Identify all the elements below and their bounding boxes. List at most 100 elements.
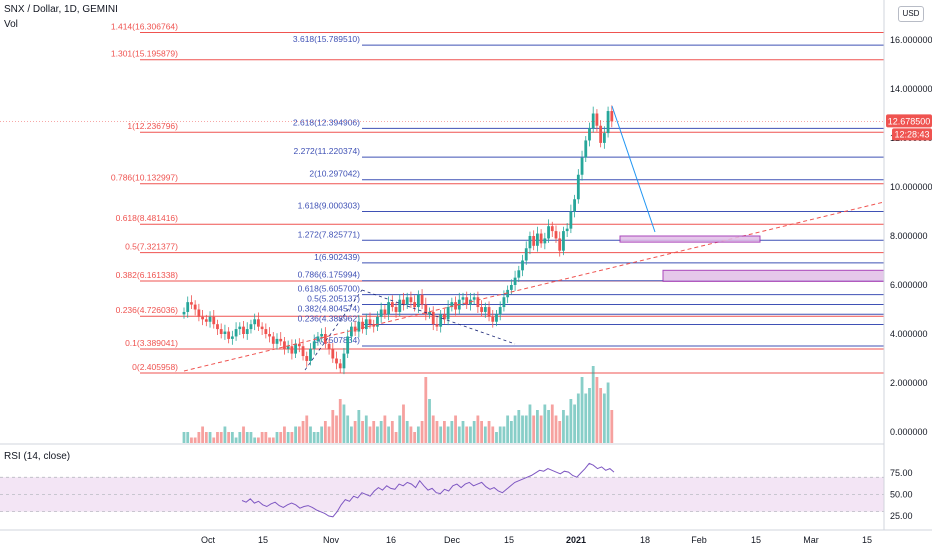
x-tick-label: 15: [862, 535, 872, 545]
candle-body: [591, 113, 595, 129]
candle-body: [402, 299, 405, 305]
volume-bar: [584, 393, 588, 443]
fib-extension-label: 2.272(11.220374): [294, 146, 361, 156]
fib-retracement-label: 0.5(7.321377): [125, 242, 178, 252]
volume-bar: [212, 437, 216, 443]
volume-bar: [413, 432, 417, 443]
rsi-y-tick-label: 75.00: [890, 468, 913, 478]
candle-body: [394, 307, 398, 312]
candle-body: [283, 341, 286, 349]
x-tick-label: 18: [640, 535, 650, 545]
volume-bar: [368, 426, 372, 443]
fib-retracement-label: 0.382(6.161338): [116, 270, 179, 280]
y-tick-label: 10.000000: [890, 182, 932, 192]
candle-body: [584, 140, 588, 158]
volume-bar: [506, 415, 510, 443]
y-tick-label: 2.000000: [890, 378, 928, 388]
candle-body: [234, 329, 238, 337]
volume-bar: [465, 426, 469, 443]
x-tick-label: 15: [504, 535, 514, 545]
candle-body: [487, 307, 491, 317]
candle-body: [331, 348, 335, 359]
volume-bar: [528, 404, 532, 443]
candle-body: [290, 346, 294, 354]
volume-bar: [513, 415, 517, 443]
candle-body: [257, 319, 260, 327]
candle-body: [208, 316, 212, 322]
volume-bar: [402, 404, 405, 443]
volume-bar: [234, 437, 238, 443]
volume-bar: [249, 432, 253, 443]
fib-retracement-label: 0.236(4.726036): [116, 305, 179, 315]
fib-extension-label: 0.618(5.605700): [298, 284, 361, 294]
volume-bar: [554, 415, 558, 443]
volume-bar: [223, 426, 227, 443]
candle-body: [424, 304, 428, 315]
volume-bar: [562, 410, 565, 443]
volume-bar: [338, 399, 342, 443]
candle-body: [245, 329, 249, 334]
candle-body: [219, 329, 223, 334]
volume-bar: [312, 432, 316, 443]
volume-bar: [547, 410, 550, 443]
candle-body: [435, 324, 439, 327]
volume-bar: [219, 432, 223, 443]
candle-body: [201, 316, 204, 320]
volume-bar: [565, 415, 569, 443]
fib-extension-label: 0.236(4.388962): [298, 313, 361, 323]
volume-bar: [602, 393, 606, 443]
fib-retracement-label: 0.786(10.132997): [111, 173, 178, 183]
candle-body: [212, 316, 216, 325]
candle-body: [372, 324, 376, 327]
volume-bar: [435, 421, 439, 443]
volume-bar: [588, 388, 591, 443]
candle-body: [216, 324, 219, 330]
candle-body: [506, 289, 510, 298]
volume-bar: [372, 421, 376, 443]
fib-extension-label: 0.5(5.205137): [307, 293, 360, 303]
volume-bar: [439, 426, 443, 443]
volume-bar: [416, 426, 420, 443]
candle-body: [431, 311, 435, 325]
volume-bar: [379, 421, 383, 443]
volume-bar: [543, 404, 547, 443]
candle-body: [565, 228, 569, 232]
fib-retracement-label: 0.618(8.481416): [116, 213, 179, 223]
candle-body: [275, 338, 279, 344]
candle-body: [286, 346, 290, 349]
fib-retracement-label: 0.1(3.389041): [125, 338, 178, 348]
projection-line: [304, 289, 363, 371]
candle-body: [524, 248, 528, 261]
volume-bar: [443, 421, 446, 443]
fib-retracement-label: 1.301(15.195879): [111, 49, 178, 59]
volume-bar: [498, 426, 502, 443]
volume-bar: [450, 421, 454, 443]
volume-bar: [350, 426, 353, 443]
x-tick-label: 15: [751, 535, 761, 545]
fib-extension-label: 1.272(7.825771): [298, 229, 361, 239]
candle-body: [338, 363, 342, 369]
last-price-label: 12.678500: [888, 116, 931, 126]
candle-body: [316, 336, 320, 342]
candle-body: [595, 113, 599, 126]
candle-body: [539, 233, 543, 244]
volume-bar: [193, 437, 197, 443]
volume-bar: [238, 432, 242, 443]
volume-bar: [208, 432, 212, 443]
volume-bar: [264, 432, 268, 443]
volume-bar: [491, 426, 495, 443]
candle-body: [472, 297, 476, 300]
candle-body: [532, 236, 536, 246]
candle-body: [249, 324, 253, 330]
currency-button[interactable]: USD: [898, 6, 924, 22]
volume-bar: [290, 432, 294, 443]
volume-bar: [383, 415, 387, 443]
candle-body: [268, 334, 271, 337]
x-tick-label: 2021: [566, 535, 586, 545]
y-tick-label: 6.000000: [890, 280, 928, 290]
volume-bar: [405, 421, 409, 443]
projection-arrow: [611, 105, 656, 233]
volume-bar: [260, 432, 264, 443]
